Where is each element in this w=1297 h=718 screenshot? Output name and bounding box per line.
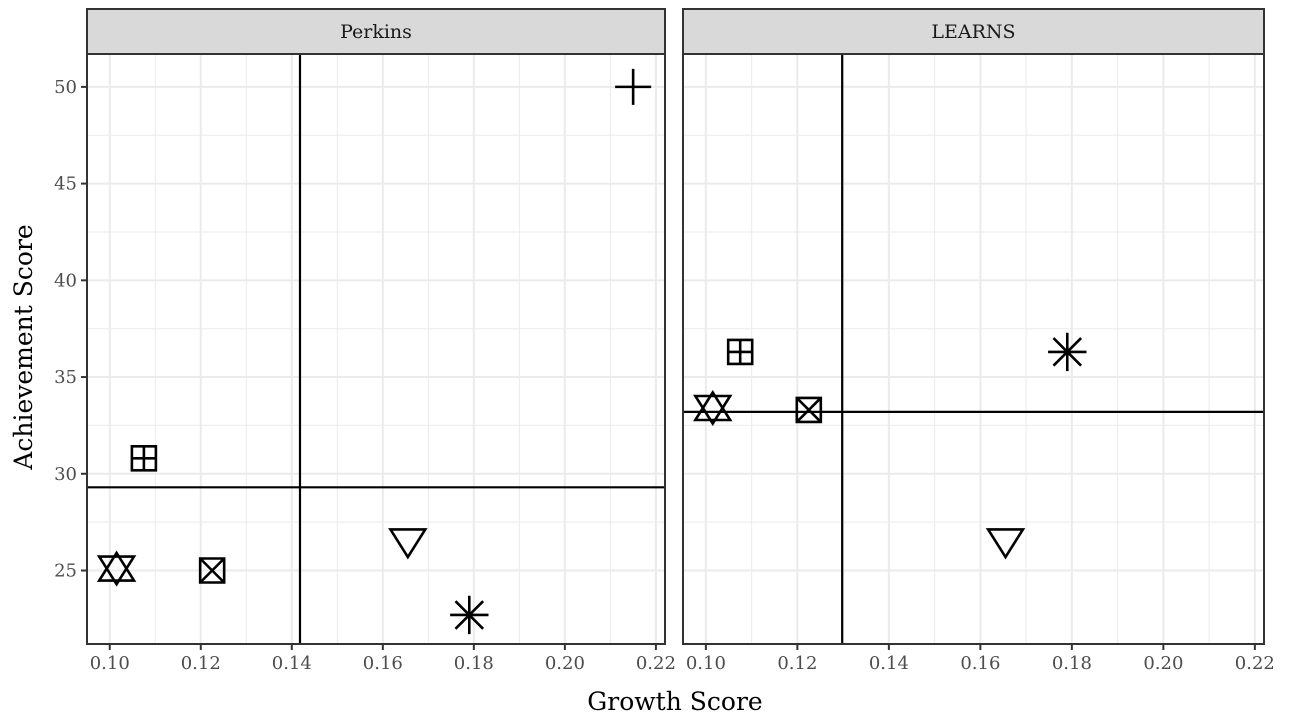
x-tick-label: 0.10 [686, 653, 726, 674]
x-tick-label: 0.20 [1143, 653, 1183, 674]
x-tick-label: 0.20 [545, 653, 585, 674]
data-point-square-plus [130, 444, 158, 472]
x-tick-label: 0.22 [636, 653, 676, 674]
data-point-square-plus [726, 338, 754, 366]
data-point-triangle-up [692, 389, 733, 422]
panel-perkins: Perkins 0.10 0.12 0.14 0.16 0.18 0.20 0.22 25 30 3… [54, 8, 676, 674]
data-point-asterisk [1048, 332, 1087, 372]
x-tick-label: 0.16 [960, 653, 1000, 674]
panel-border [682, 53, 1265, 645]
data-point-asterisk [450, 595, 489, 635]
x-tick-label: 0.16 [363, 653, 403, 674]
data-point-triangle-down [96, 555, 137, 587]
x-tick-label: 0.12 [181, 653, 221, 674]
y-tick-label: 30 [54, 464, 77, 485]
facet-strip [682, 8, 1265, 55]
x-tick-label: 0.14 [869, 653, 909, 674]
data-point-plus [615, 68, 652, 105]
facet-label: LEARNS [931, 21, 1015, 43]
y-tick-label: 45 [54, 174, 77, 195]
x-tick-label: 0.10 [90, 653, 130, 674]
x-tick-label: 0.22 [1235, 653, 1275, 674]
panel-learns: LEARNS 0.10 0.12 0.14 0.16 0.18 0.20 0.22 [682, 8, 1275, 674]
data-point-square-x [795, 396, 823, 424]
x-tick-label: 0.18 [454, 653, 494, 674]
facet-strip [86, 8, 666, 55]
y-tick-label: 40 [54, 270, 77, 291]
data-point-triangle-up [96, 550, 137, 582]
data-point-triangle-down [985, 528, 1026, 560]
x-tick-label: 0.12 [777, 653, 817, 674]
data-point-triangle-down [692, 394, 733, 427]
x-tick-label: 0.18 [1052, 653, 1092, 674]
data-point-square-x [198, 557, 226, 584]
facet-label: Perkins [340, 21, 412, 43]
data-point-triangle-down [388, 528, 428, 560]
y-axis-title: Achievement Score [9, 224, 38, 470]
x-tick-label: 0.14 [272, 653, 312, 674]
x-axis-title: Growth Score [587, 687, 762, 716]
panels: Perkins 0.10 0.12 0.14 0.16 0.18 0.20 0.22 25 30 3… [54, 8, 1275, 674]
panel-border [86, 53, 666, 645]
y-tick-label: 50 [54, 77, 77, 98]
y-tick-label: 35 [54, 367, 77, 388]
y-tick-label: 25 [54, 560, 77, 581]
